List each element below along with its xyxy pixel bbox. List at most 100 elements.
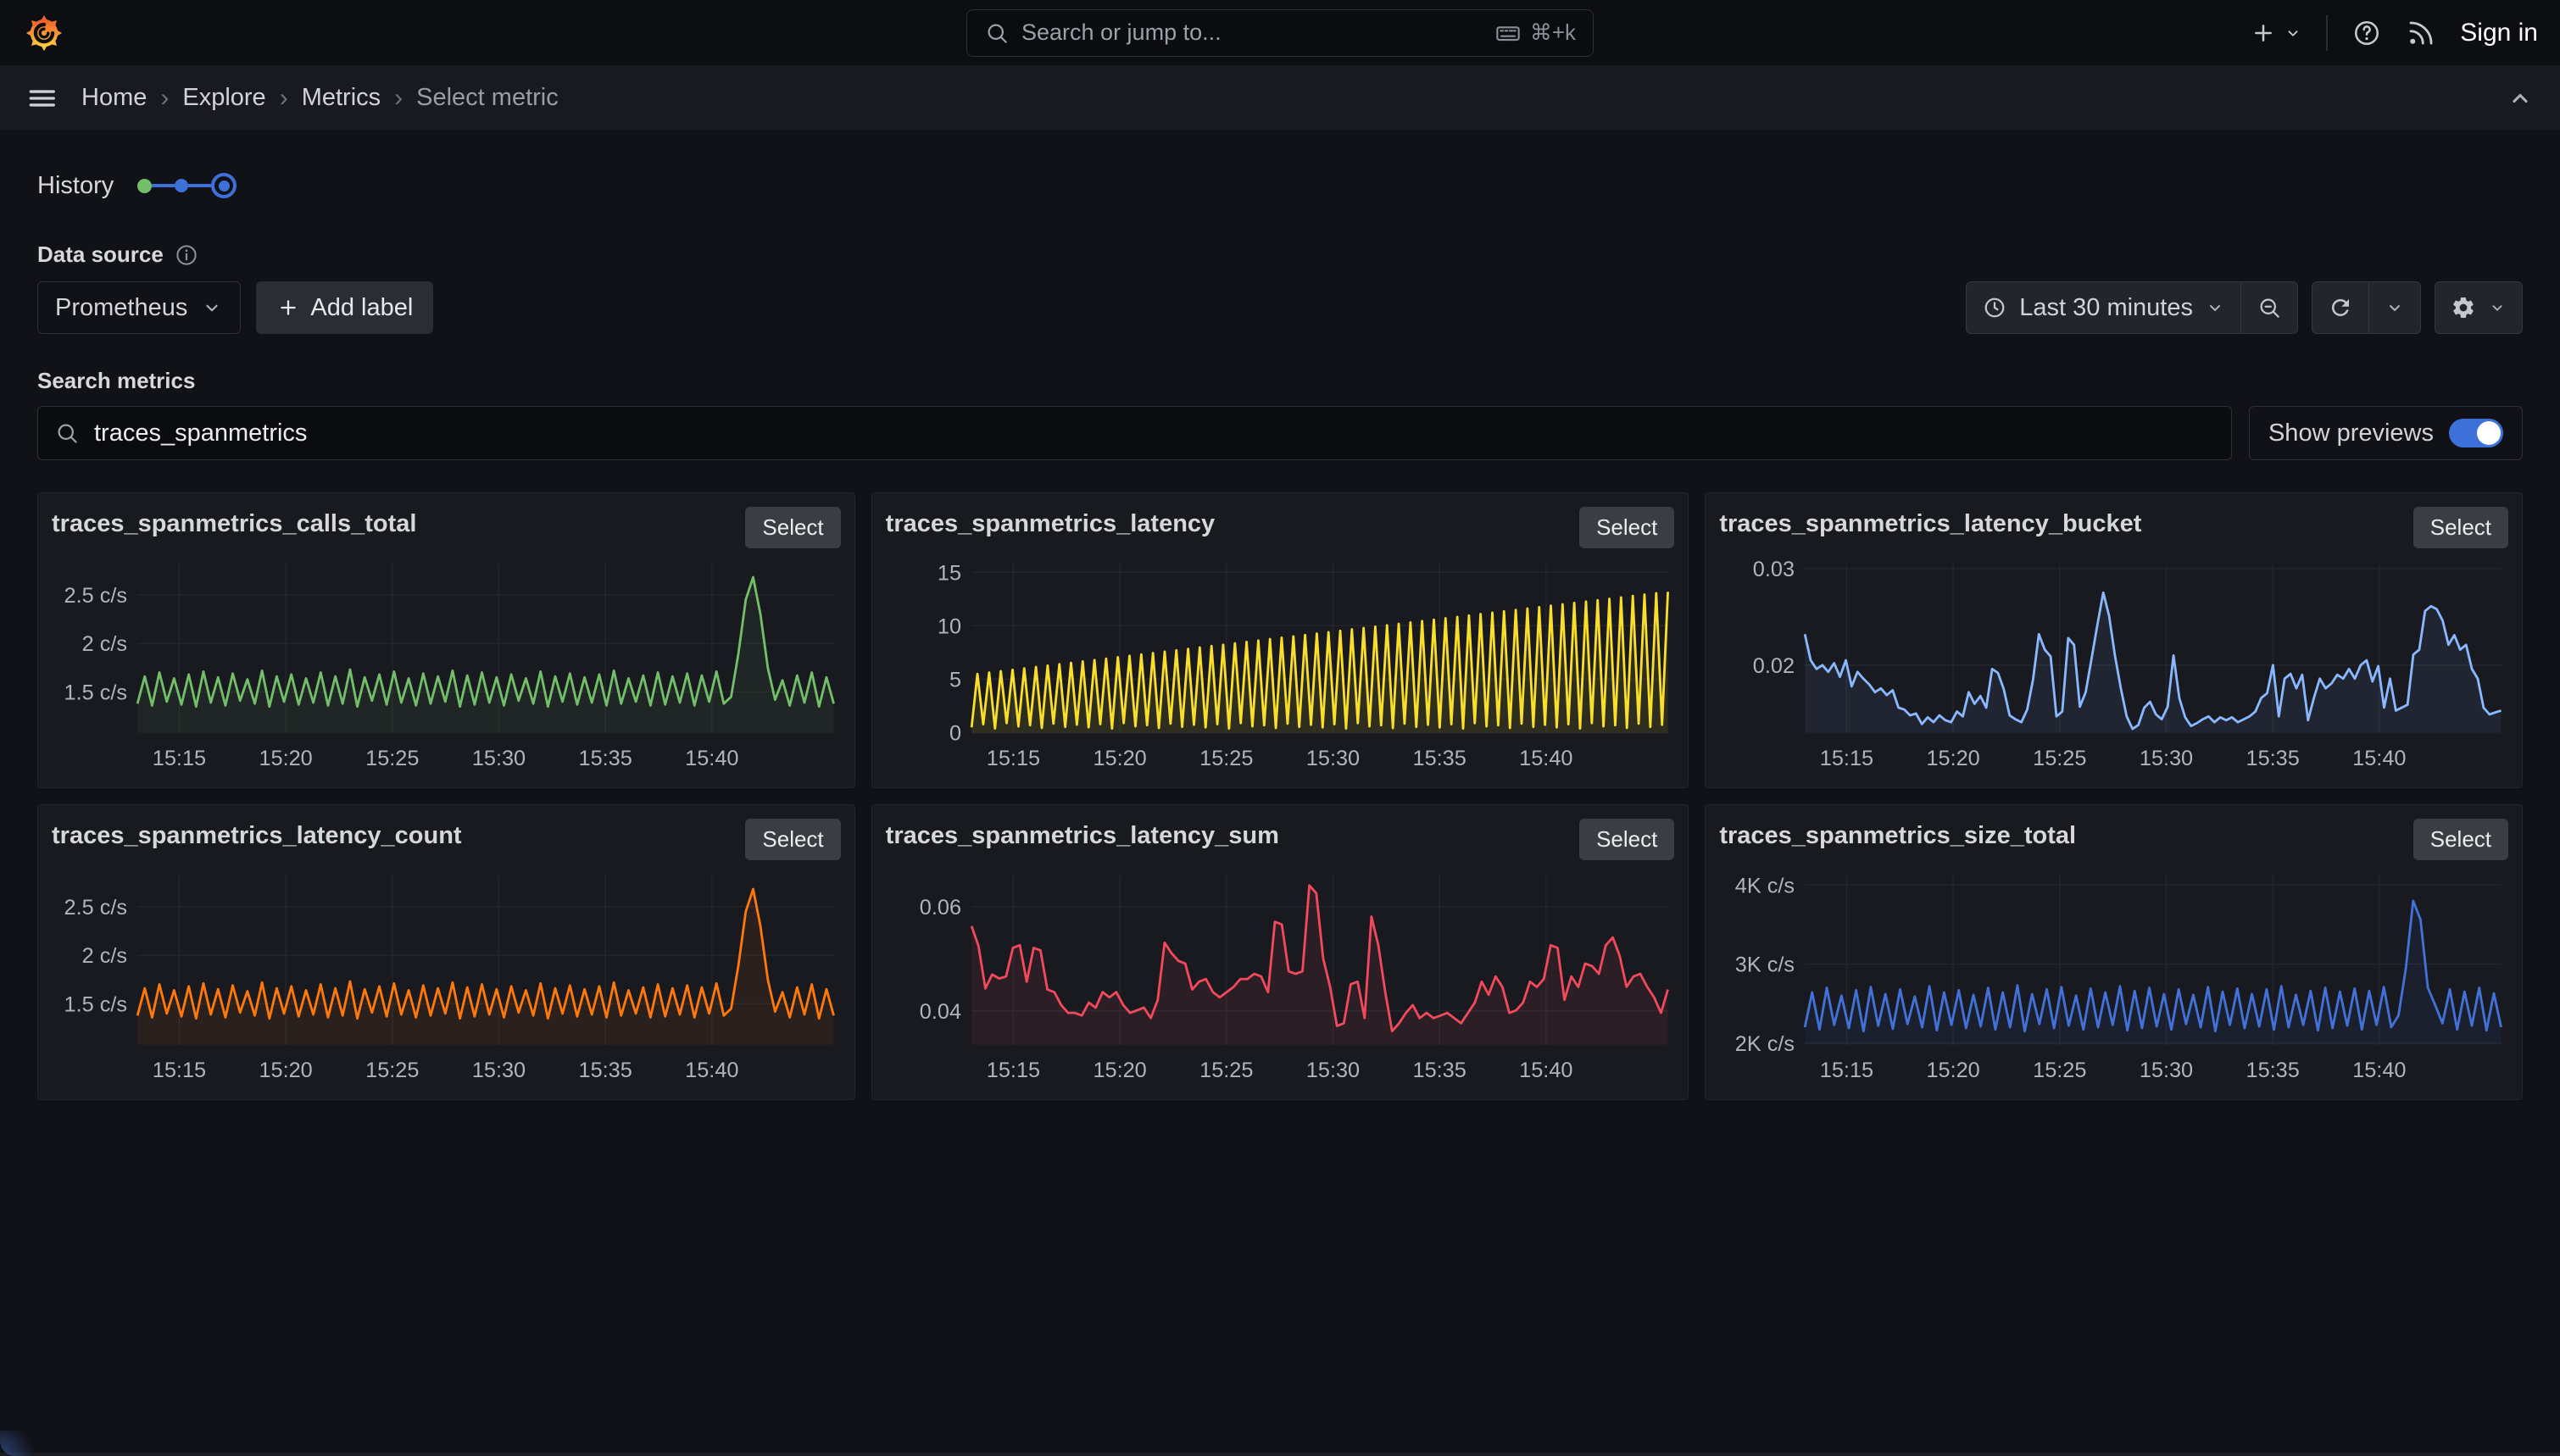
svg-text:2 c/s: 2 c/s [82,632,127,656]
svg-text:4K c/s: 4K c/s [1735,874,1795,897]
select-metric-button[interactable]: Select [1579,819,1674,860]
metric-panels-grid: traces_spanmetrics_calls_total Select 2.… [37,492,2523,1100]
history-row: History [37,165,2523,206]
mega-menu-toggle[interactable] [25,82,58,114]
svg-text:0.03: 0.03 [1753,558,1795,581]
news-button[interactable] [2406,18,2436,48]
chevron-down-icon [201,297,223,319]
grafana-flame-icon [25,14,64,53]
search-shortcut: ⌘+k [1494,19,1576,47]
panel-title: traces_spanmetrics_latency [886,507,1216,538]
history-connector [188,184,211,187]
refresh-button[interactable] [2312,282,2368,333]
keyboard-icon [1494,19,1522,47]
add-label-button[interactable]: Add label [256,281,433,334]
settings-group [2435,281,2523,334]
help-icon [2351,18,2382,48]
svg-text:15:35: 15:35 [579,1059,632,1082]
metric-preview-chart: 0.030.0215:1515:2015:2515:3015:3515:40 [1719,553,2508,774]
select-metric-button[interactable]: Select [745,507,840,548]
metric-preview-chart: 4K c/s3K c/s2K c/s15:1515:2015:2515:3015… [1719,865,2508,1086]
global-search-input[interactable]: Search or jump to... ⌘+k [966,9,1594,57]
svg-text:15:40: 15:40 [1519,1059,1572,1082]
svg-text:15:20: 15:20 [1927,1059,1980,1082]
select-metric-button[interactable]: Select [2413,507,2508,548]
svg-text:3K c/s: 3K c/s [1735,953,1795,977]
gear-icon [2451,295,2476,320]
svg-text:15:30: 15:30 [1305,1059,1359,1082]
breadcrumb-explore[interactable]: Explore [182,84,265,112]
global-search-placeholder: Search or jump to... [1021,19,1483,46]
search-icon [54,420,80,446]
refresh-interval-dropdown[interactable] [2368,282,2420,333]
plus-icon [276,296,300,320]
svg-text:2 c/s: 2 c/s [82,944,127,968]
grafana-logo[interactable] [22,11,66,55]
search-metrics-field [37,406,2232,460]
collapse-panel-button[interactable] [2506,84,2535,113]
zoom-out-icon [2257,295,2282,320]
select-metric-button[interactable]: Select [745,819,840,860]
history-step-icon[interactable] [137,179,152,193]
svg-text:15:30: 15:30 [2140,747,2193,770]
metric-preview-panel: traces_spanmetrics_size_total Select 4K … [1705,804,2523,1100]
select-metric-button[interactable]: Select [1579,507,1674,548]
svg-text:15:40: 15:40 [685,1059,738,1082]
metric-preview-panel: traces_spanmetrics_latency_count Select … [37,804,855,1100]
svg-text:15:15: 15:15 [986,747,1039,770]
breadcrumb-select-metric: Select metric [416,84,559,112]
sign-in-button[interactable]: Sign in [2460,19,2538,47]
select-metric-button[interactable]: Select [2413,819,2508,860]
panel-title: traces_spanmetrics_size_total [1719,819,2076,850]
settings-button[interactable] [2435,282,2522,333]
svg-text:15:25: 15:25 [1199,747,1253,770]
search-metrics-input[interactable] [37,406,2232,460]
svg-text:15:35: 15:35 [1412,747,1466,770]
svg-text:15:20: 15:20 [259,747,312,770]
svg-text:15:20: 15:20 [1927,747,1980,770]
history-label: History [37,172,114,200]
show-previews-label: Show previews [2268,420,2434,447]
chevron-down-icon [2385,297,2405,318]
svg-text:15:15: 15:15 [986,1059,1039,1082]
new-menu-button[interactable] [2250,19,2302,47]
time-range-picker[interactable]: Last 30 minutes [1967,282,2240,333]
svg-text:15:25: 15:25 [1199,1059,1253,1082]
breadcrumb-separator: › [160,84,169,113]
zoom-out-button[interactable] [2240,282,2297,333]
svg-text:15:25: 15:25 [365,747,419,770]
help-button[interactable] [2351,18,2382,48]
datasource-picker[interactable]: Prometheus [37,281,241,334]
rss-icon [2406,18,2436,48]
history-step-icon[interactable] [175,179,188,192]
breadcrumb-home[interactable]: Home [81,84,147,112]
show-previews-field: Show previews [2249,406,2523,460]
history-connector [152,184,175,187]
svg-text:15:35: 15:35 [2246,747,2300,770]
refresh-icon [2328,295,2353,320]
svg-text:15:40: 15:40 [2353,747,2407,770]
svg-text:15:15: 15:15 [1820,1059,1873,1082]
breadcrumb-metrics[interactable]: Metrics [302,84,381,112]
history-timeline[interactable] [137,173,237,198]
time-picker-group: Last 30 minutes [1966,281,2298,334]
plus-icon [2250,19,2277,47]
top-nav-bar: Search or jump to... ⌘+k [0,0,2560,65]
show-previews-toggle[interactable] [2449,419,2503,447]
metric-preview-chart: 0.060.0415:1515:2015:2515:3015:3515:40 [886,865,1675,1086]
svg-text:2.5 c/s: 2.5 c/s [64,584,127,608]
bottom-edge-strip [0,1453,2560,1456]
svg-text:15:20: 15:20 [1093,1059,1146,1082]
add-label-text: Add label [310,294,413,322]
svg-text:15:35: 15:35 [1412,1059,1466,1082]
info-icon [174,242,199,268]
divider [2326,15,2328,51]
clock-icon [1982,295,2007,320]
search-icon [984,20,1010,46]
svg-text:15:30: 15:30 [472,747,526,770]
svg-text:15:30: 15:30 [1305,747,1359,770]
datasource-label: Data source [37,242,164,268]
svg-text:2.5 c/s: 2.5 c/s [64,896,127,920]
chevron-down-icon [2205,297,2225,318]
history-current-step-icon[interactable] [211,173,237,198]
